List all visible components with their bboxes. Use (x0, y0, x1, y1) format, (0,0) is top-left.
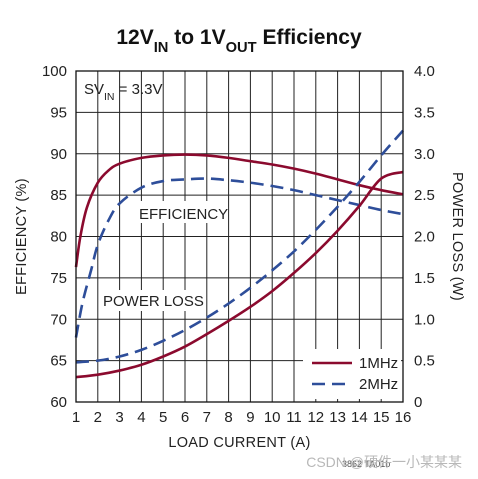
x-tick-label: 8 (224, 409, 232, 426)
series-line-efficiency-1mhz (74, 153, 404, 268)
y2-tick-label: 2.0 (414, 229, 435, 246)
y-axis-label: EFFICIENCY (%) (14, 178, 30, 295)
y-tick-label: 70 (50, 311, 67, 328)
series-line-power_loss-2mhz (75, 129, 404, 364)
power-loss-label-box: POWER LOSS (99, 290, 204, 311)
x-axis-label: LOAD CURRENT (A) (168, 435, 310, 451)
x-tick-label: 6 (181, 409, 189, 426)
y-tick-label: 95 (50, 104, 67, 121)
chart-title: 12VIN to 1VOUT Efficiency (116, 26, 362, 56)
y-tick-label: 80 (50, 229, 67, 246)
y-tick-label: 65 (50, 353, 67, 370)
legend-label-1mhz: 1MHz (359, 355, 398, 372)
y2-tick-label: 3.5 (414, 104, 435, 121)
y-tick-label: 85 (50, 187, 67, 204)
x-tick-label: 1 (72, 409, 80, 426)
efficiency-label-box: EFFICIENCY (135, 201, 228, 223)
x-tick-label: 3 (115, 409, 123, 426)
x-tick-label: 15 (373, 409, 390, 426)
x-tick-label: 11 (286, 409, 302, 426)
x-tick-label: 12 (307, 409, 324, 426)
x-tick-label: 9 (246, 409, 254, 426)
x-tick-label: 13 (329, 409, 346, 426)
plot-frame (75, 70, 404, 403)
y2-tick-label: 0 (414, 394, 422, 411)
watermark: CSDN @硬件一小某某某 (306, 454, 462, 470)
power-loss-label: POWER LOSS (103, 293, 204, 310)
figure-code: 3862 TA01b (342, 459, 390, 469)
legend-label-2mhz: 2MHz (359, 376, 398, 393)
y-tick-label: 100 (42, 63, 67, 80)
legend-background (303, 349, 401, 399)
series-line-efficiency-2mhz (74, 177, 404, 338)
efficiency-label: EFFICIENCY (139, 206, 228, 223)
svin-annotation: SVIN = 3.3V (84, 81, 162, 103)
x-tick-label: 7 (203, 409, 211, 426)
y2-tick-label: 2.5 (414, 187, 435, 204)
x-tick-label: 16 (395, 409, 412, 426)
y2-tick-label: 1.5 (414, 270, 435, 287)
y-tick-label: 90 (50, 146, 67, 163)
x-tick-label: 14 (351, 409, 368, 426)
y2-tick-label: 1.0 (414, 311, 435, 328)
x-tick-labels: 1 2 3 4 5 6 7 8 9 10 11 12 13 14 15 16 (72, 409, 412, 426)
y2-tick-labels: 0 0.5 1.0 1.5 2.0 2.5 3.0 3.5 4.0 (414, 63, 435, 411)
series-layer (74, 129, 404, 379)
legend: 1MHz 2MHz (303, 349, 401, 399)
y-tick-label: 75 (50, 270, 67, 287)
y-tick-labels: 60 65 70 75 80 85 90 95 100 (42, 63, 67, 411)
y-tick-label: 60 (50, 394, 67, 411)
x-tick-label: 2 (94, 409, 102, 426)
y2-axis-label: POWER LOSS (W) (449, 172, 465, 301)
x-tick-label: 4 (137, 409, 145, 426)
series-line-power_loss-1mhz (75, 170, 404, 379)
x-tick-label: 5 (159, 409, 167, 426)
y2-tick-label: 4.0 (414, 63, 435, 80)
x-tick-label: 10 (264, 409, 281, 426)
y2-tick-label: 0.5 (414, 353, 435, 370)
y2-tick-label: 3.0 (414, 146, 435, 163)
